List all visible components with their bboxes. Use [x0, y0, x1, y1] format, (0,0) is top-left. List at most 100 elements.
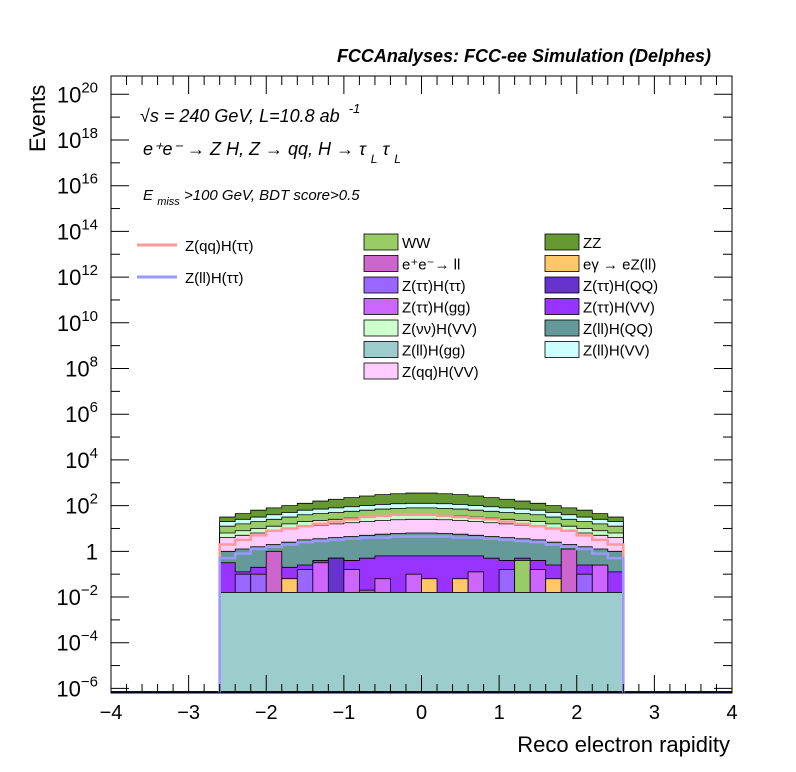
bin-segment — [265, 550, 283, 593]
annotation-cut-sub: miss — [157, 196, 180, 208]
y-tick-exponent: 2 — [90, 491, 98, 508]
bin-segment — [281, 578, 298, 593]
y-tick-label: 1012 — [57, 262, 98, 290]
x-tick-label: 3 — [649, 702, 660, 724]
legend-swatch — [544, 276, 580, 294]
annotation-cut-e: E — [143, 187, 154, 204]
y-tick-exponent: 6 — [90, 399, 98, 416]
legend-swatch — [363, 362, 399, 380]
bin-segment — [374, 578, 391, 593]
legend-label: ZZ — [583, 235, 601, 252]
y-axis-label: Events — [25, 85, 50, 152]
legend-swatch — [363, 341, 399, 358]
x-tick-label: −4 — [100, 702, 123, 724]
legend-swatch — [544, 341, 580, 358]
legend-label: Z(ττ)H(QQ) — [583, 278, 658, 295]
bin-segment — [250, 573, 267, 593]
y-tick-label: 10−4 — [56, 628, 98, 656]
annotation-process-text: e⁺e⁻ → Z H, Z → qq, H → τ — [143, 139, 367, 159]
y-tick-base: 10 — [57, 174, 81, 199]
y-tick-base: 10 — [57, 311, 81, 336]
legend-signal-label: Z(ll)H(ττ) — [185, 270, 244, 287]
annotation-process: e⁺e⁻ → Z H, Z → qq, H → τ L τ L — [143, 139, 401, 167]
annotation-tau-sub-2: L — [394, 152, 401, 166]
y-tick-base: 10 — [65, 402, 89, 427]
y-tick-label: 104 — [65, 445, 98, 473]
legend-swatch — [544, 298, 580, 315]
bin-segment — [467, 571, 485, 593]
y-tick-label: 1018 — [57, 125, 98, 153]
bin-segment — [327, 557, 345, 593]
y-tick-base: 10 — [57, 265, 81, 290]
y-tick-exponent: −4 — [81, 628, 98, 645]
y-tick-exponent: 10 — [81, 308, 98, 325]
y-tick-base: 10 — [65, 448, 89, 473]
bin-segment — [514, 560, 531, 593]
legend-label: Z(νν)H(VV) — [402, 321, 477, 338]
y-tick-exponent: −6 — [81, 673, 98, 690]
y-tick-label: 108 — [65, 354, 98, 382]
chart-title: FCCAnalyses: FCC-ee Simulation (Delphes) — [337, 46, 711, 66]
y-tick-exponent: 4 — [90, 445, 98, 462]
y-tick-exponent: 20 — [81, 79, 98, 96]
y-tick-base: 10 — [56, 676, 80, 701]
annotation-energy: √s = 240 GeV, L=10.8 ab -1 — [140, 101, 360, 126]
axes: −4 −3 −2 −1 0 1 2 3 4102010181016101410121010108… — [56, 76, 738, 724]
annotation-lumi-exponent: -1 — [349, 101, 361, 116]
bin-segment — [545, 578, 562, 593]
bin-segment — [529, 569, 547, 593]
legend-swatch — [363, 255, 399, 272]
y-tick-base: 10 — [57, 82, 81, 107]
y-tick-label: 102 — [65, 491, 98, 519]
legend-label: e⁺e⁻→ ll — [402, 257, 460, 274]
bin-segment — [498, 569, 516, 593]
legend-label: Z(ll)H(VV) — [583, 343, 650, 360]
x-tick-label: 0 — [416, 702, 427, 724]
legend-swatch — [363, 233, 399, 251]
annotation-cuts: E miss >100 GeV, BDT score>0.5 — [143, 187, 360, 209]
y-tick-base: 10 — [57, 219, 81, 244]
x-tick-label: −1 — [332, 702, 355, 724]
y-tick-label: 106 — [65, 399, 98, 427]
bin-segment — [560, 548, 578, 593]
y-tick-label: 10−6 — [56, 673, 98, 701]
bin-segment — [343, 569, 360, 593]
bin-segment — [234, 573, 252, 593]
y-tick-exponent: 18 — [81, 125, 98, 142]
y-tick-base: 10 — [57, 128, 81, 153]
y-tick-base: 10 — [56, 631, 80, 656]
annotation-energy-text: √s = 240 GeV, L=10.8 ab — [140, 106, 340, 126]
legend-swatch — [363, 276, 399, 294]
legend-label: eγ → eZ(ll) — [583, 257, 656, 274]
annotation-cut-rest: >100 GeV, BDT score>0.5 — [184, 187, 360, 204]
bin-segment — [452, 578, 469, 593]
y-tick-exponent: 14 — [81, 216, 98, 233]
y-tick-label: 10−2 — [56, 582, 98, 610]
y-tick-exponent: 12 — [81, 262, 98, 279]
legend-label: Z(ττ)H(gg) — [402, 300, 471, 317]
x-tick-label: 1 — [494, 702, 505, 724]
x-tick-label: 4 — [726, 702, 737, 724]
y-tick-label: 1014 — [57, 216, 98, 244]
y-tick-label: 1 — [86, 539, 98, 564]
legend-label: Z(ll)H(QQ) — [583, 321, 653, 338]
y-tick-exponent: 16 — [81, 171, 98, 188]
bin-segment — [296, 569, 314, 593]
legend-swatch — [544, 255, 580, 272]
legend-swatch — [544, 233, 580, 251]
y-tick-exponent: −2 — [81, 582, 98, 599]
legend: Z(qq)H(ττ) Z(ll)H(ττ) WW ZZ e⁺e⁻→ ll eγ → eZ(… — [137, 233, 658, 381]
y-tick-base: 10 — [65, 357, 89, 382]
plot-area — [111, 492, 732, 694]
legend-swatch — [363, 298, 399, 315]
legend-label: Z(qq)H(VV) — [402, 364, 479, 381]
y-tick-label: 1016 — [57, 171, 98, 199]
legend-label: Z(ll)H(gg) — [402, 343, 465, 360]
y-tick-base: 10 — [56, 585, 80, 610]
x-tick-label: −3 — [177, 702, 200, 724]
legend-swatch — [363, 319, 399, 337]
y-tick-label: 1020 — [57, 79, 98, 107]
legend-swatch — [544, 319, 580, 337]
annotation-tau-sub-1: L — [371, 152, 378, 166]
